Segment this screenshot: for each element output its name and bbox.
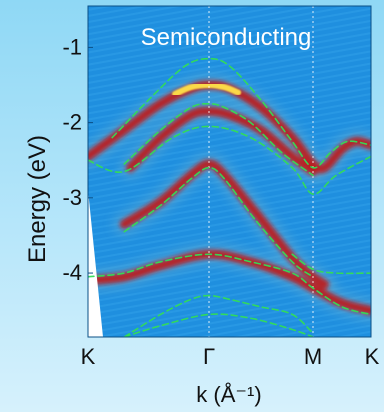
- chart-title: Semiconducting: [141, 24, 312, 51]
- upper-band-peak: [172, 81, 242, 97]
- calc-band-8: [123, 313, 314, 337]
- second-band-intensity: [125, 106, 318, 176]
- white-corner: [88, 190, 103, 337]
- plot-area: [88, 6, 371, 337]
- calculated-bands-layer: [88, 57, 371, 337]
- calc-band-2: [123, 102, 314, 177]
- plot-frame: [87, 5, 372, 338]
- y-axis-ticks: -1 -2 -3 -4: [62, 34, 93, 285]
- y-tick-label: -2: [62, 110, 82, 135]
- calc-band-7: [123, 294, 314, 337]
- x-tick-label: M: [304, 344, 322, 369]
- y-axis-label: Energy (eV): [24, 135, 51, 263]
- x-tick-label: K: [365, 344, 380, 369]
- calc-band-5: [88, 253, 371, 316]
- x-tick-label: Γ: [203, 344, 215, 369]
- intensity-hot-layer: [172, 81, 242, 97]
- y-tick-label: -3: [62, 185, 82, 210]
- calc-band-1: [111, 57, 371, 169]
- y-tick-label: -1: [62, 34, 82, 59]
- calc-band-3: [88, 125, 371, 195]
- calc-band-4: [123, 166, 314, 278]
- x-tick-label: K: [81, 344, 96, 369]
- x-axis-label: k (Å⁻¹): [196, 382, 261, 407]
- upper-band-intensity: [88, 80, 371, 174]
- calc-band-6: [291, 253, 371, 275]
- y-tick-label: -4: [62, 260, 82, 285]
